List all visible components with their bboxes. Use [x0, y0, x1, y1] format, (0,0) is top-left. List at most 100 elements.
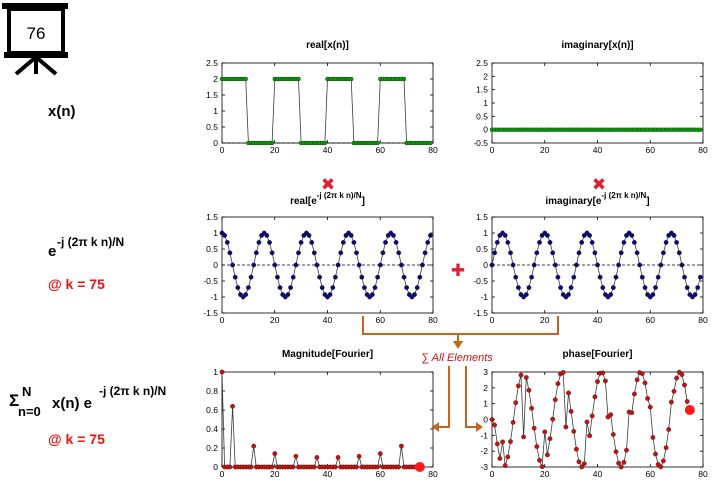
- x-tick-label: 40: [323, 315, 333, 325]
- data-point: [319, 285, 325, 290]
- data-point: [332, 464, 338, 470]
- data-point: [661, 250, 666, 256]
- data-point: [637, 262, 643, 268]
- kernel-base: e: [48, 243, 56, 260]
- data-point: [227, 464, 233, 470]
- data-point: [684, 399, 690, 404]
- data-point: [676, 250, 682, 256]
- data-point: [516, 383, 521, 389]
- data-point: [369, 292, 375, 297]
- data-point: [290, 464, 296, 470]
- y-tick-label: 1: [213, 106, 218, 116]
- data-point: [243, 292, 249, 297]
- data-point: [359, 274, 365, 280]
- data-point: [618, 250, 624, 256]
- chart-title: phase[Fourier]: [562, 349, 632, 360]
- sum-body: x(n) e: [52, 395, 92, 412]
- data-point: [372, 285, 378, 290]
- data-point: [414, 285, 420, 290]
- presentation-board-icon: [2, 3, 68, 76]
- y-tick-label: 2.5: [476, 58, 488, 68]
- data-point: [592, 394, 598, 400]
- x-tick-label: 20: [270, 469, 280, 479]
- data-point: [412, 292, 417, 297]
- data-point: [621, 239, 627, 245]
- data-point: [537, 239, 542, 245]
- data-point: [579, 464, 585, 470]
- imag-x-chart: imaginary[x(n)]0 20 40 60 80-0.500.511.522.5: [473, 40, 708, 155]
- data-point: [526, 387, 532, 393]
- data-point: [653, 285, 658, 290]
- data-point: [377, 451, 383, 456]
- data-point: [502, 232, 508, 238]
- data-point: [523, 292, 529, 297]
- y-tick-label: -1: [480, 292, 488, 302]
- data-point: [269, 464, 275, 470]
- data-point: [545, 232, 550, 238]
- data-point: [647, 404, 653, 410]
- magnitude-chart: Magnitude[Fourier] 0 20 40 60 80 0 0.2 0.4 0.6 0.8…: [206, 349, 438, 479]
- data-point: [552, 262, 558, 268]
- magnitude-arrow: [439, 366, 450, 428]
- data-point: [290, 274, 296, 280]
- data-point: [610, 432, 616, 437]
- data-point: [516, 285, 521, 290]
- data-point: [534, 444, 540, 449]
- x-tick-label: 60: [646, 469, 656, 479]
- x-tick-label: 0: [490, 145, 495, 155]
- data-point: [269, 140, 275, 146]
- data-point: [600, 370, 606, 376]
- data-point: [398, 262, 404, 268]
- x-tick-label: 80: [698, 145, 708, 155]
- y-tick-label: 0: [483, 125, 488, 135]
- data-point: [545, 452, 550, 458]
- y-tick-label: 3: [483, 367, 488, 377]
- data-point: [550, 416, 556, 422]
- y-tick-label: 0: [483, 260, 488, 270]
- data-point: [555, 274, 561, 280]
- x-tick-label: 0: [490, 469, 495, 479]
- data-point: [621, 459, 627, 465]
- data-point: [274, 274, 280, 280]
- data-point: [375, 274, 380, 280]
- data-point: [311, 464, 317, 470]
- data-point: [634, 250, 640, 256]
- y-tick-label: 0.5: [476, 111, 488, 121]
- chart-title: imaginary[e-j (2π k n)/N]: [545, 191, 649, 207]
- x-tick-label: 60: [376, 145, 386, 155]
- data-point: [695, 285, 701, 290]
- data-point: [361, 285, 367, 290]
- data-point: [595, 262, 600, 268]
- data-point: [248, 464, 254, 470]
- data-point: [698, 274, 703, 280]
- data-point: [227, 250, 233, 256]
- real-x-chart: real[x(n)] 0 20 40 60 80 0 0.5 1 1.5 2 2.5: [206, 40, 438, 155]
- data-point: [508, 250, 513, 256]
- data-point: [264, 232, 270, 238]
- data-point: [285, 292, 291, 297]
- data-point: [555, 381, 561, 387]
- data-point: [348, 232, 354, 238]
- x-tick-label: 40: [323, 145, 333, 155]
- data-point: [401, 76, 407, 82]
- data-point: [232, 274, 238, 280]
- data-point: [513, 400, 519, 406]
- data-point: [311, 250, 317, 256]
- data-point: [383, 239, 388, 245]
- data-point: [510, 262, 516, 268]
- multiply-icon-left: ✖: [321, 175, 335, 194]
- x-tick-label: 60: [646, 315, 656, 325]
- data-point: [375, 464, 380, 470]
- plot-frame: [221, 62, 434, 144]
- kernel-label: e -j (2π k n)/N: [48, 235, 124, 260]
- x-tick-label: 60: [376, 469, 386, 479]
- y-tick-label: 2: [483, 383, 488, 393]
- data-point: [563, 424, 569, 430]
- data-point: [269, 250, 275, 256]
- data-point: [494, 239, 500, 245]
- data-point: [492, 422, 497, 428]
- data-point: [589, 413, 595, 419]
- x-tick-label: 60: [376, 315, 386, 325]
- data-point: [576, 459, 582, 465]
- data-point: [674, 375, 679, 381]
